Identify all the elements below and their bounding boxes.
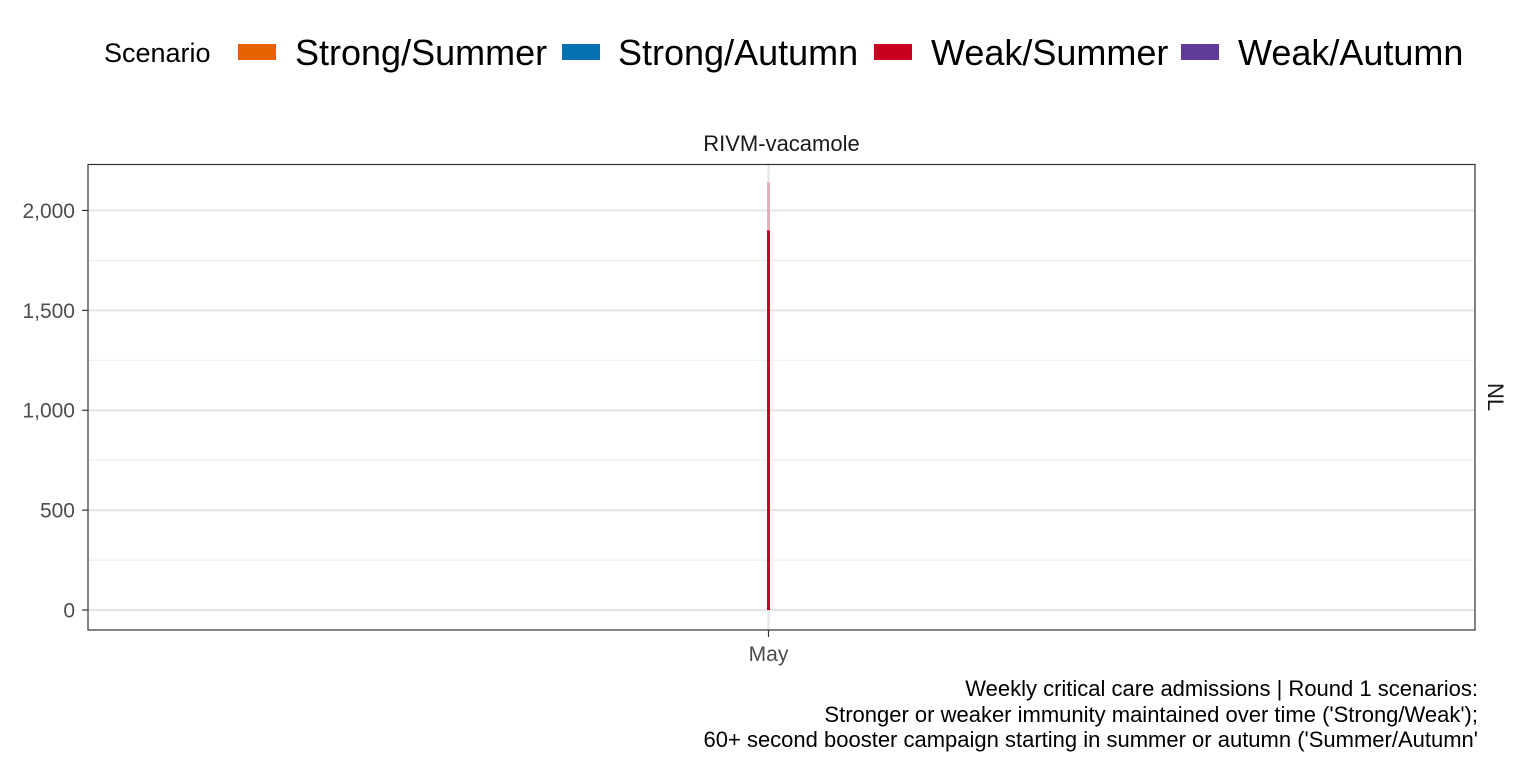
y-tick-label: 1,000 [22,400,75,423]
legend-label-strong-summer: Strong/Summer [295,32,548,73]
caption: Weekly critical care admissions | Round … [704,676,1478,753]
legend-label-weak-autumn: Weak/Autumn [1238,32,1464,73]
y-tick-label: 1,500 [22,300,75,323]
y-tick-label: 500 [40,500,75,523]
axes: 0 500 1,000 1,500 2,000 May [22,200,788,666]
legend-key-strong-summer [238,44,276,60]
caption-line-1: Weekly critical care admissions | Round … [965,676,1478,701]
facet-strip-title: RIVM-vacamole [703,131,860,156]
caption-line-2: Stronger or weaker immunity maintained o… [824,701,1478,727]
legend: Scenario Strong/Summer Strong/Autumn Wea… [0,28,1536,80]
legend-key-weak-autumn [1181,44,1219,60]
legend-label-strong-autumn: Strong/Autumn [618,32,859,73]
legend-label-weak-summer: Weak/Summer [931,32,1169,73]
panel-border [87,163,1476,631]
legend-title: Scenario [104,38,211,68]
caption-line-3: 60+ second booster campaign starting in … [703,727,1478,752]
gridlines [88,164,1475,630]
legend-key-weak-summer [874,44,912,60]
y-tick-label: 2,000 [22,200,75,223]
y-tick-label: 0 [63,600,75,623]
legend-key-strong-autumn [562,44,600,60]
x-tick-label: May [749,643,789,666]
